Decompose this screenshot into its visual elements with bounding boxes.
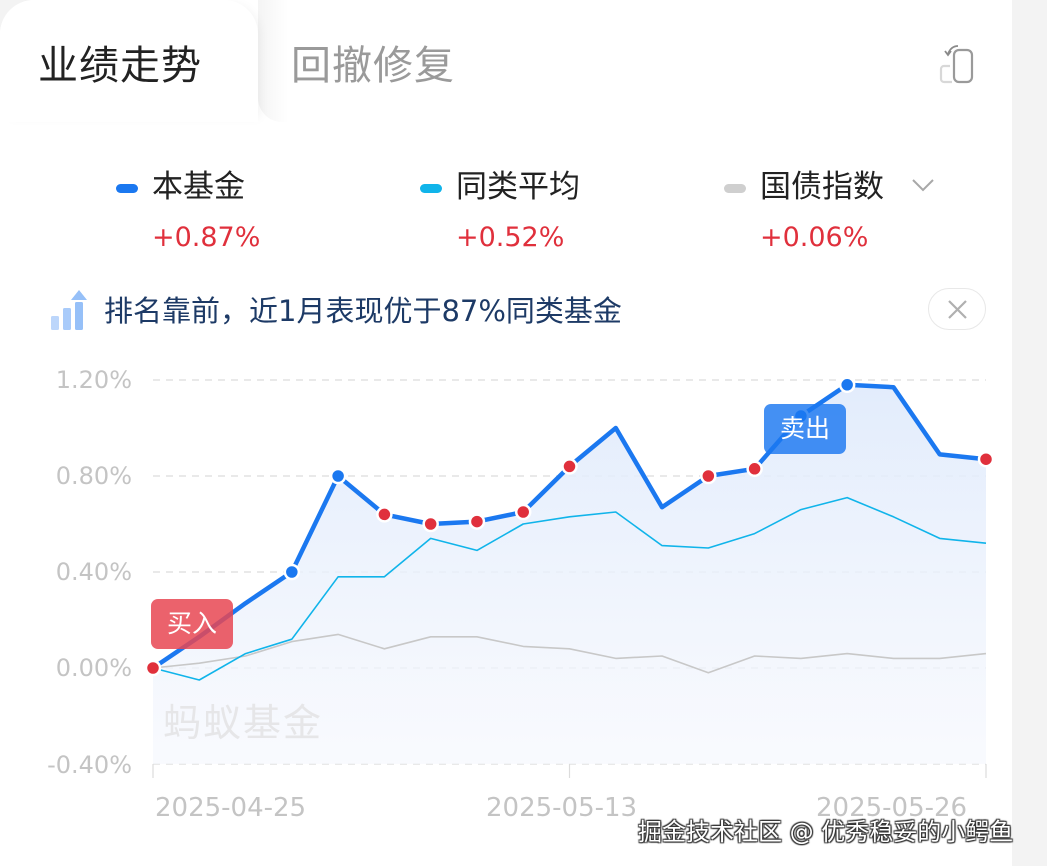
tab-active-background	[0, 0, 258, 122]
y-tick-label: 0.80%	[55, 462, 132, 490]
rotate-screen-icon[interactable]	[936, 42, 982, 88]
y-tick-label: 0.00%	[55, 654, 132, 682]
chart-legend: 本基金 +0.87% 同类平均 +0.52% 国债指数 +0.06%	[0, 164, 1012, 264]
close-notice-button[interactable]	[928, 288, 986, 330]
x-tick-label: 2025-04-25	[155, 793, 307, 823]
tab-drawdown-recovery[interactable]: 回撤修复	[291, 43, 455, 89]
y-tick-label: 1.20%	[55, 366, 132, 394]
tab-performance-trend[interactable]: 业绩走势	[38, 43, 202, 89]
legend-name: 同类平均	[456, 169, 580, 205]
y-tick-label: 0.40%	[55, 558, 132, 586]
legend-return-value: +0.87%	[152, 222, 261, 253]
close-icon	[948, 300, 967, 319]
buy-marker-label: 买入	[151, 599, 233, 649]
fund-performance-card: 业绩走势 回撤修复 本基金 +0.87% 同类平均 +0.52% 国债指数 +0…	[0, 0, 1012, 866]
legend-return-value: +0.52%	[456, 222, 565, 253]
tab-divider-shade	[258, 0, 288, 122]
legend-name: 国债指数	[760, 169, 884, 205]
chevron-down-icon[interactable]	[910, 174, 936, 196]
x-tick-label: 2025-05-13	[486, 793, 638, 823]
notice-text: 排名靠前，近1月表现优于87%同类基金	[104, 294, 622, 328]
tab-bar-background	[254, 0, 1012, 122]
x-tick-label: 2025-05-26	[816, 793, 968, 823]
y-tick-label: -0.40%	[47, 751, 132, 779]
source-watermark: 掘金技术社区 @ 优秀稳妥的小鳄鱼	[638, 818, 1014, 846]
rising-bar-chart-icon	[51, 290, 87, 330]
legend-name: 本基金	[152, 169, 245, 205]
legend-swatch-icon	[116, 184, 138, 193]
legend-swatch-icon	[724, 184, 746, 193]
legend-return-value: +0.06%	[760, 222, 869, 253]
chart-watermark: 蚂蚁基金	[163, 701, 324, 745]
performance-chart[interactable]: 1.20% 0.80% 0.40% 0.00% -0.40% 蚂蚁基金 买入 卖…	[0, 350, 1012, 850]
plot-area	[144, 376, 995, 778]
ranking-notice: 排名靠前，近1月表现优于87%同类基金	[48, 286, 992, 338]
sell-marker-label: 卖出	[764, 404, 846, 454]
legend-swatch-icon	[420, 184, 442, 193]
